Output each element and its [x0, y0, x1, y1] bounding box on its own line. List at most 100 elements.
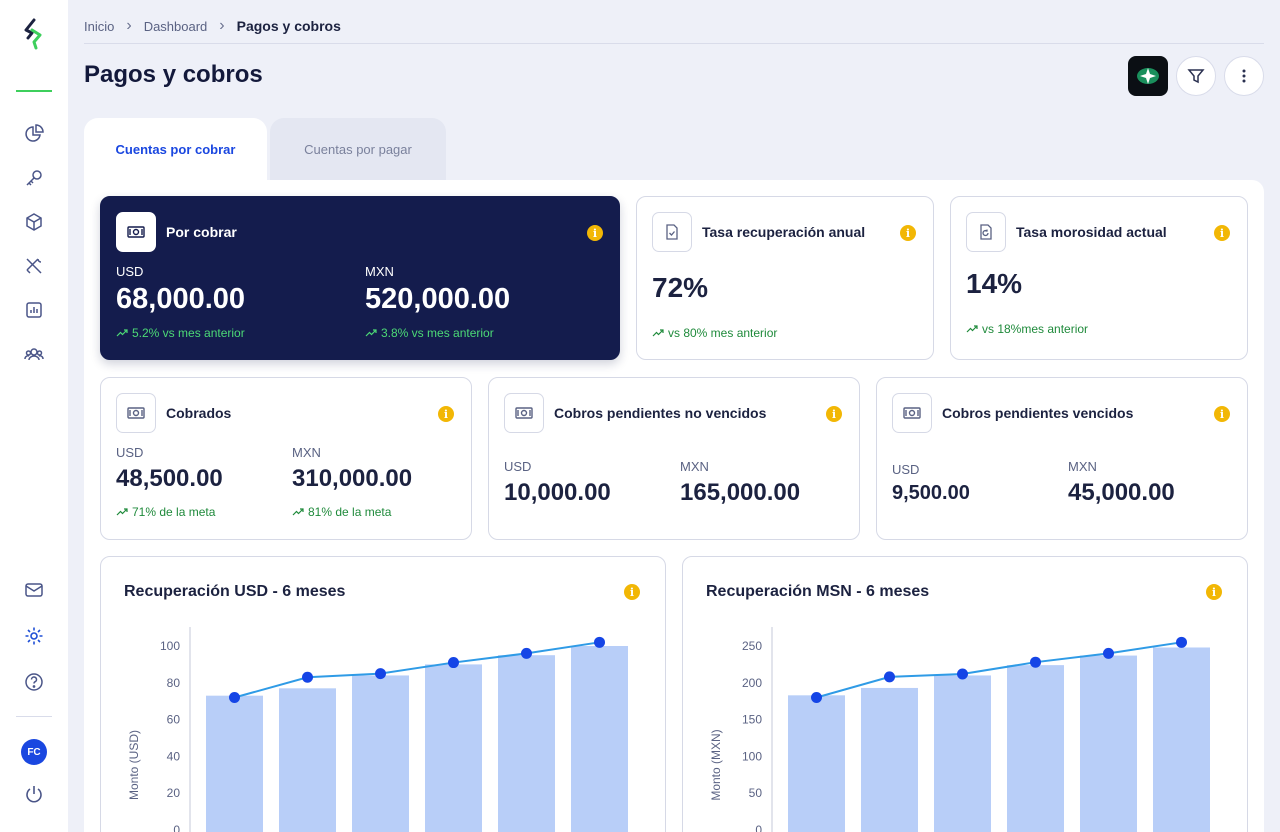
y-tick-label: 50	[749, 786, 763, 800]
chart-card-mxn: Recuperación MSN - 6 meses i 0 50 100 150 20…	[682, 556, 1248, 832]
breadcrumb-dashboard[interactable]: Dashboard	[143, 18, 208, 34]
info-icon[interactable]: i	[1214, 225, 1230, 241]
trend-mxn: 81% de la meta	[292, 505, 391, 519]
info-icon[interactable]: i	[587, 225, 603, 241]
bar	[861, 687, 918, 832]
data-point	[375, 668, 386, 680]
power-icon[interactable]	[24, 784, 44, 804]
card-title: Por cobrar	[166, 224, 237, 240]
chart-usd: 0 20 40 60 80 100 Monto (USD)	[127, 627, 628, 832]
tab-cuentas-por-pagar[interactable]: Cuentas por pagar	[270, 118, 446, 180]
info-icon[interactable]: i	[1206, 584, 1222, 600]
bar	[571, 646, 628, 832]
tab-cuentas-por-cobrar[interactable]: Cuentas por cobrar	[84, 118, 267, 180]
card-pendientes-no-vencidos: Cobros pendientes no vencidos i USD 10,0…	[488, 377, 860, 540]
amount-usd: 68,000.00	[116, 283, 246, 315]
chart-title: Recuperación MSN - 6 meses	[706, 583, 930, 600]
y-tick-label: 80	[167, 676, 181, 690]
trending-up-icon	[116, 329, 128, 337]
sparkle-icon	[1137, 68, 1159, 84]
trend-text: vs 80% mes anterior	[668, 326, 778, 340]
card-tasa-morosidad: Tasa morosidad actual i 14% vs 18%mes an…	[950, 196, 1248, 360]
currency-label-usd: USD	[116, 445, 144, 460]
data-point	[448, 657, 459, 669]
report-icon[interactable]	[24, 300, 44, 320]
pie-chart-icon[interactable]	[24, 124, 44, 144]
mail-icon[interactable]	[24, 580, 44, 600]
amount-mxn: 520,000.00	[365, 283, 511, 315]
document-refresh-icon	[966, 212, 1006, 252]
card-title: Tasa morosidad actual	[1016, 224, 1167, 240]
currency-label-mxn: MXN	[1068, 459, 1097, 474]
amount-usd: 10,000.00	[504, 479, 611, 506]
amount-usd: 9,500.00	[892, 482, 970, 504]
data-point	[1176, 636, 1187, 648]
y-tick-label: 200	[742, 676, 762, 690]
money-icon	[892, 393, 932, 433]
data-point	[521, 647, 532, 659]
card-title: Cobros pendientes no vencidos	[554, 405, 767, 421]
trend-line	[816, 641, 1182, 699]
cube-icon[interactable]	[24, 212, 44, 232]
trend-text: 71% de la meta	[132, 505, 216, 519]
trending-up-icon	[292, 508, 304, 516]
bar	[1080, 655, 1137, 832]
avatar[interactable]: FC	[21, 739, 47, 765]
amount-mxn: 310,000.00	[292, 465, 413, 492]
bar	[1153, 647, 1210, 832]
card-title: Cobrados	[166, 405, 232, 421]
bar	[425, 664, 482, 832]
trending-up-icon	[365, 329, 377, 337]
info-icon[interactable]: i	[624, 584, 640, 600]
card-cobrados: Cobrados i USD 48,500.00 71% de la meta …	[100, 377, 472, 540]
data-point	[302, 671, 313, 683]
chart-card-usd: Recuperación USD - 6 meses i 0 20 40 60 80 10…	[100, 556, 666, 832]
currency-label-usd: USD	[116, 264, 144, 279]
help-icon[interactable]	[24, 672, 44, 692]
data-point	[957, 668, 968, 680]
money-icon	[504, 393, 544, 433]
more-options-button[interactable]	[1224, 56, 1264, 96]
trend-text: vs 18%mes anterior	[982, 322, 1089, 336]
money-icon	[116, 212, 156, 252]
y-axis-label: Monto (USD)	[127, 730, 141, 800]
y-tick-label: 20	[167, 786, 181, 800]
ai-assistant-button[interactable]	[1128, 56, 1168, 96]
key-icon[interactable]	[24, 168, 44, 188]
tools-icon[interactable]	[24, 256, 44, 276]
trend-line	[234, 641, 600, 699]
info-icon[interactable]: i	[438, 406, 454, 422]
bar	[934, 675, 991, 832]
breadcrumb: Inicio › Dashboard › Pagos y cobros	[84, 17, 341, 35]
breadcrumb-inicio[interactable]: Inicio	[84, 18, 115, 34]
currency-label-usd: USD	[504, 459, 532, 474]
trend-text: 5.2% vs mes anterior	[132, 326, 245, 340]
card-title: Cobros pendientes vencidos	[942, 405, 1134, 421]
bar	[279, 688, 336, 832]
users-icon[interactable]	[24, 344, 44, 364]
trend-text: 3.8% vs mes anterior	[381, 326, 494, 340]
chart-title: Recuperación USD - 6 meses	[124, 583, 346, 600]
trending-up-icon	[652, 329, 664, 337]
currency-label-mxn: MXN	[292, 445, 321, 460]
bar	[498, 655, 555, 832]
currency-label-mxn: MXN	[365, 264, 394, 279]
data-point	[1103, 647, 1114, 659]
app-logo[interactable]	[22, 18, 44, 50]
amount-mxn: 45,000.00	[1068, 479, 1175, 506]
filter-button[interactable]	[1176, 56, 1216, 96]
y-tick-label: 150	[742, 713, 762, 727]
info-icon[interactable]: i	[900, 225, 916, 241]
info-icon[interactable]: i	[1214, 406, 1230, 422]
trending-up-icon	[116, 508, 128, 516]
y-axis-label: Monto (MXN)	[709, 729, 723, 800]
y-tick-label: 0	[173, 823, 180, 832]
settings-icon[interactable]	[24, 626, 44, 646]
bar	[206, 695, 263, 832]
trend-usd: 71% de la meta	[116, 505, 215, 519]
bar	[1007, 665, 1064, 832]
card-tasa-recuperacion: Tasa recuperación anual i 72% vs 80% mes…	[636, 196, 934, 360]
bar	[352, 675, 409, 832]
info-icon[interactable]: i	[826, 406, 842, 422]
y-tick-label: 40	[167, 749, 181, 763]
